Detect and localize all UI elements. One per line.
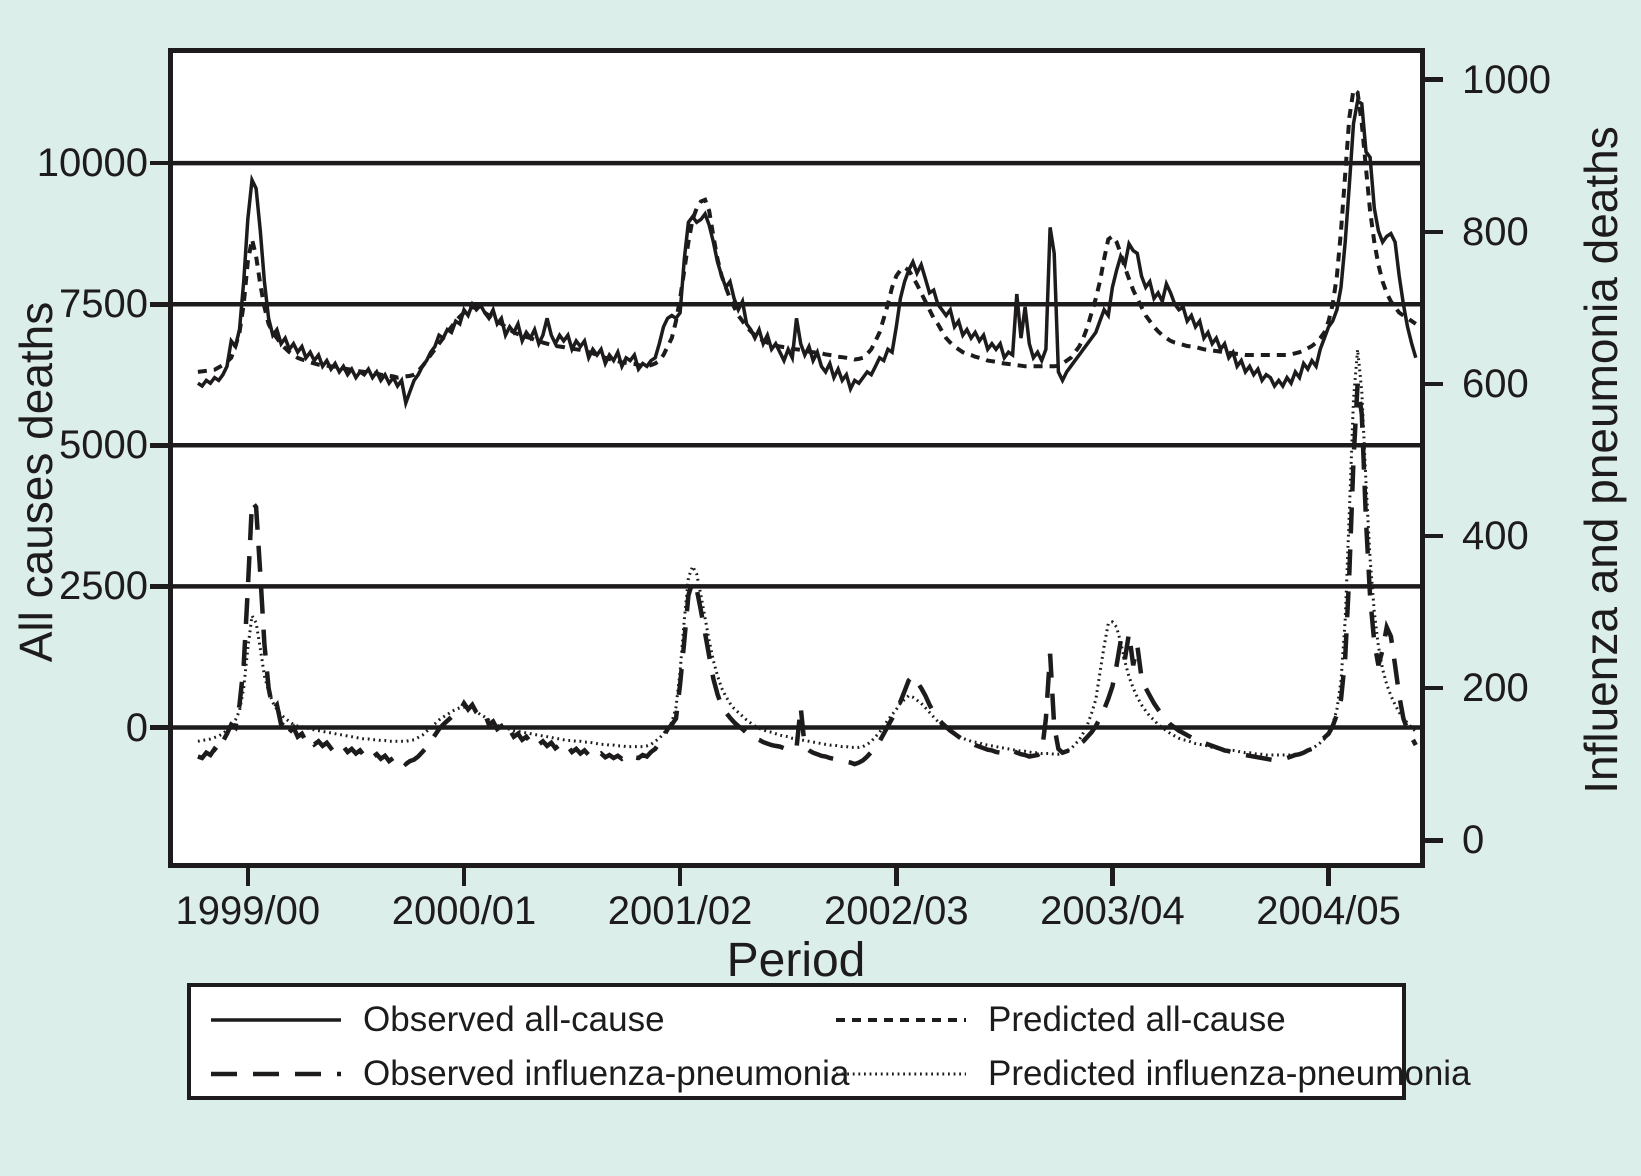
legend-label: Observed influenza-pneumonia xyxy=(363,1054,850,1093)
x-axis-title: Period xyxy=(726,934,866,987)
series-line-observed-all-cause xyxy=(196,98,1418,410)
left-axis-tick-label: 0 xyxy=(125,705,148,750)
left-axis-tick-2500 xyxy=(150,584,168,589)
x-axis-tick-label: 2000/01 xyxy=(391,889,537,933)
right-axis-tick-label: 600 xyxy=(1462,361,1529,406)
legend-entry-predicted-influenza-pneumonia: Predicted influenza-pneumonia xyxy=(836,1054,1471,1094)
x-axis-tick-2003/04 xyxy=(1110,868,1115,886)
legend-label: Predicted influenza-pneumonia xyxy=(988,1054,1471,1093)
x-axis-tick-1999/00 xyxy=(245,868,251,886)
plot-canvas xyxy=(173,86,1420,768)
solid-line-icon xyxy=(211,1015,341,1025)
x-axis-tick-label: 2003/04 xyxy=(1040,889,1185,933)
left-axis-tick-5000 xyxy=(150,443,168,448)
right-axis-tick-1000 xyxy=(1425,77,1443,82)
left-axis-tick-label: 5000 xyxy=(59,423,148,468)
right-axis-tick-0 xyxy=(1425,838,1443,843)
left-axis-tick-7500 xyxy=(150,302,168,307)
x-axis-tick-2001/02 xyxy=(677,868,683,886)
right-axis-tick-label: 800 xyxy=(1462,209,1529,254)
right-axis-tick-200 xyxy=(1425,685,1443,691)
right-axis-tick-600 xyxy=(1425,381,1443,387)
x-axis-tick-label: 2002/03 xyxy=(824,889,969,933)
long-dash-line-icon xyxy=(211,1069,341,1079)
dashed-line-icon xyxy=(836,1015,966,1025)
series-line-predicted-influenza-pneumonia xyxy=(197,349,1417,757)
series-line-observed-influenza-pneumonia xyxy=(197,383,1418,768)
x-axis-tick-label: 2004/05 xyxy=(1256,889,1401,933)
right-axis-title: Influenza and pneumonia deaths xyxy=(1575,126,1627,794)
left-axis-tick-label: 7500 xyxy=(59,282,148,327)
right-axis-tick-label: 0 xyxy=(1462,818,1485,863)
dotted-line-icon xyxy=(836,1069,966,1079)
left-axis-tick-10000 xyxy=(150,160,168,166)
left-axis-tick-label: 10000 xyxy=(36,141,148,186)
x-axis-tick-label: 1999/00 xyxy=(175,889,321,933)
left-axis-tick-label: 2500 xyxy=(59,564,148,609)
series-line-predicted-all-cause xyxy=(197,86,1417,380)
x-axis-tick-label: 2001/02 xyxy=(607,889,753,933)
legend-entry-predicted-all-cause: Predicted all-cause xyxy=(836,1000,1286,1040)
right-axis-tick-label: 1000 xyxy=(1462,57,1551,102)
plot-area xyxy=(168,48,1425,868)
right-axis-tick-400 xyxy=(1425,533,1443,539)
legend-entry-observed-influenza-pneumonia: Observed influenza-pneumonia xyxy=(211,1054,849,1094)
right-axis-tick-800 xyxy=(1425,229,1443,234)
x-axis-tick-2002/03 xyxy=(894,868,899,886)
left-axis-title: All causes deaths xyxy=(10,301,62,663)
legend-label: Predicted all-cause xyxy=(988,1000,1286,1039)
legend: Observed all-cause Predicted all-cause O… xyxy=(187,983,1471,1100)
right-axis-tick-label: 400 xyxy=(1462,514,1529,558)
left-axis-tick-0 xyxy=(150,725,168,730)
legend-label: Observed all-cause xyxy=(363,1000,665,1039)
x-axis-tick-2004/05 xyxy=(1326,868,1331,886)
legend-entry-observed-all-cause: Observed all-cause xyxy=(211,1000,665,1040)
right-axis-tick-label: 200 xyxy=(1462,666,1529,711)
x-axis-tick-2000/01 xyxy=(461,868,467,886)
